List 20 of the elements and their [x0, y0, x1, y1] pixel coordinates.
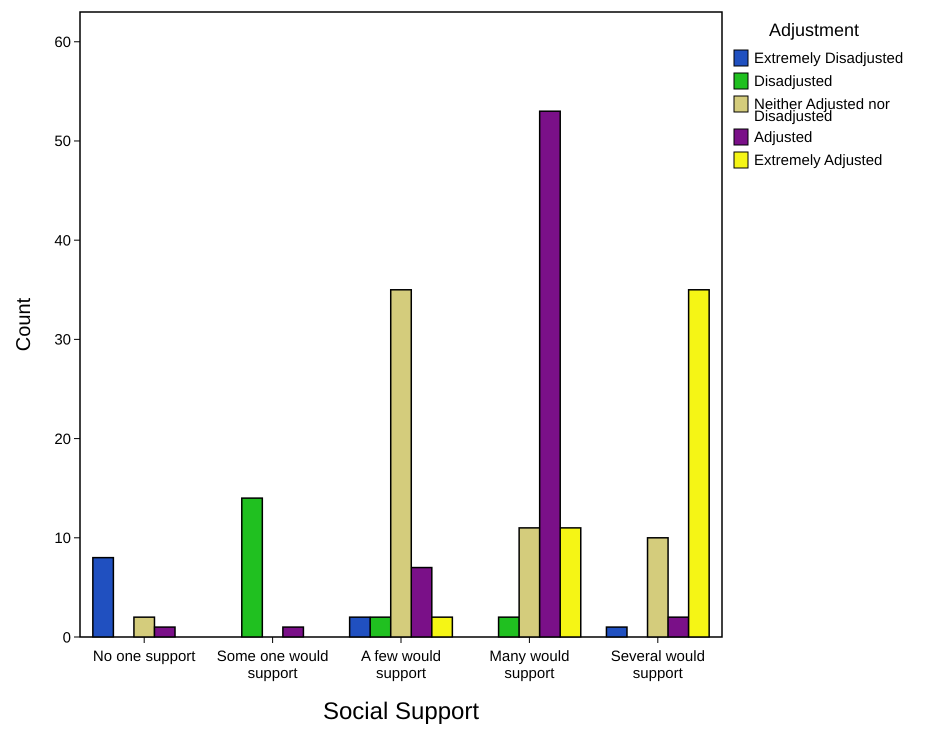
x-axis-title: Social Support [322, 698, 480, 725]
x-tick-label: Some one would support [216, 648, 328, 682]
x-tick-label: No one support [92, 648, 196, 665]
x-tick-label: A few would support [360, 648, 442, 682]
y-tick-label: 50 [54, 133, 71, 150]
x-tick-label: Many would support [489, 648, 570, 682]
y-tick-label: 60 [54, 34, 71, 52]
y-tick-label: 10 [54, 530, 71, 548]
x-tick-label: Several would support [610, 648, 705, 682]
y-tick-label: 20 [54, 430, 71, 448]
legend-label: Extremely Disadjusted [754, 50, 904, 67]
legend-label: Extremely Adjusted [754, 152, 882, 169]
y-tick-label: 0 [62, 629, 71, 646]
legend-label: Adjusted [754, 129, 812, 146]
legend-title: Adjustment [768, 20, 860, 40]
legend-label: Neither Adjusted nor Disadjusted [754, 96, 890, 125]
y-tick-label: 40 [54, 232, 71, 250]
y-axis-title: Count [13, 297, 35, 352]
y-tick-label: 30 [54, 332, 71, 349]
legend-label: Disadjusted [754, 73, 832, 90]
